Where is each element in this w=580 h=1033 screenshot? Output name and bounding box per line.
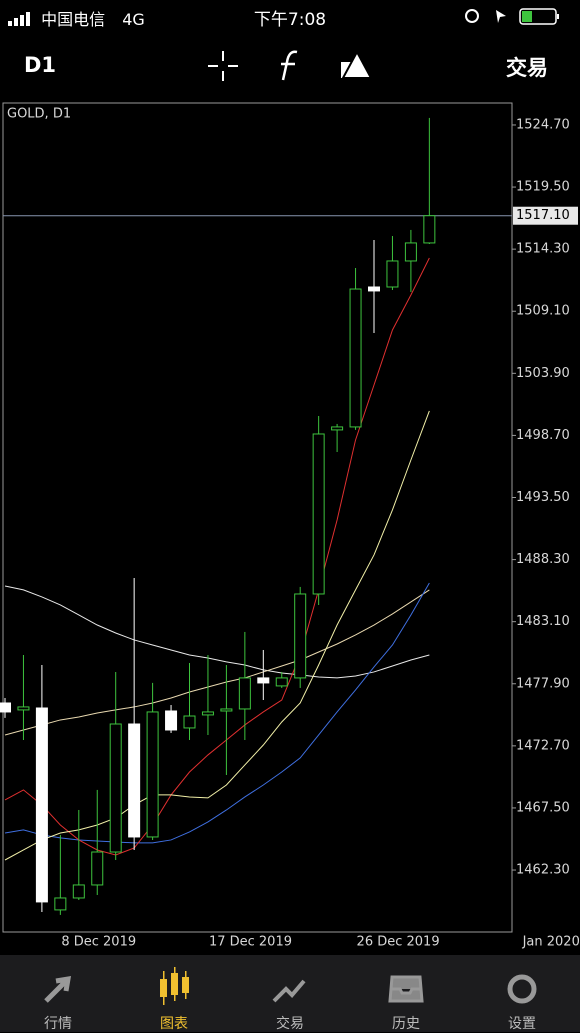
y-tick-label: 1472.70 [516,738,570,753]
network: 4G [122,10,145,29]
x-tick-label: 17 Dec 2019 [209,935,292,950]
candle-body [91,851,104,886]
tab-label: 行情 [44,1016,72,1032]
x-tick-label: Jan 2020 [522,935,580,950]
candle-body [294,593,307,679]
plot-frame [2,102,513,933]
candle-body [275,677,288,687]
timeframe-button[interactable]: D1 [24,53,57,77]
status-icons [465,8,559,25]
candle-body [331,426,344,431]
candle-body [349,288,362,428]
candle-body [109,723,122,853]
candle-body [72,884,85,899]
y-tick-label: 1519.50 [516,180,570,195]
candle-body [183,715,196,729]
candle-body [146,711,159,838]
chart-title: GOLD, D1 [7,107,71,122]
x-tick-label: 8 Dec 2019 [61,935,136,950]
indicator-line [4,410,430,861]
candle-body [220,708,233,712]
y-tick-label: 1524.70 [516,117,570,132]
objects-icon[interactable] [341,49,373,79]
y-tick-label: 1498.70 [516,428,570,443]
tab-icon [44,975,72,1003]
crosshair-icon[interactable] [208,51,238,81]
indicator-line [4,257,430,856]
clock: 下午7:08 [253,10,327,30]
toolbar-icons [208,49,373,81]
tab[interactable]: 图表 [116,955,232,1032]
indicator-line [4,589,430,736]
tab-label: 设置 [508,1016,536,1032]
y-tick-label: 1483.10 [516,614,570,629]
y-tick-label: 1509.10 [516,304,570,319]
indicator-icon[interactable] [281,50,298,81]
tab-icon [160,967,189,1005]
status-bar: 中国电信 4G [8,6,145,30]
tab-icon [507,974,537,1004]
signal-icon [8,12,30,26]
y-tick-label: 1488.30 [516,552,570,567]
tab-icon [388,975,424,1003]
candle-body [423,215,436,244]
y-tick-label: 1462.30 [516,863,570,878]
candle-body [54,897,67,911]
y-tick-label: 1467.50 [516,800,570,815]
candle-body [404,242,417,262]
candle-body [0,702,11,713]
tab[interactable]: 行情 [0,955,116,1032]
candle-body [312,433,325,595]
y-tick-label: 1503.90 [516,366,570,381]
candle-body [238,677,251,710]
tab[interactable]: 历史 [348,955,464,1032]
price-label-box [513,206,578,225]
candle-body [165,710,178,731]
candle-body [386,260,399,288]
price-label: 1517.10 [516,208,570,223]
candle-body [35,707,48,903]
candle-body [368,286,380,292]
y-tick-label: 1477.90 [516,676,570,691]
x-tick-label: 26 Dec 2019 [357,935,440,950]
chart: GOLD, D1 1462.30 1467.50 1472.70 1477.90 148… [0,102,580,950]
tab-label: 图表 [160,1016,188,1032]
candle-body [17,706,30,711]
y-tick-label: 1514.30 [516,242,570,257]
candle-body [201,711,214,716]
tab-label: 历史 [392,1016,420,1032]
y-tick-label: 1493.50 [516,490,570,505]
tab-icon [272,979,306,1003]
indicator-line [4,582,430,844]
candle-body [128,723,141,838]
indicator-line [4,585,430,679]
tab[interactable]: 交易 [232,955,348,1032]
trade-button[interactable]: 交易 [506,56,548,80]
carrier: 中国电信 [41,10,106,29]
candle-body [257,677,270,684]
tab[interactable]: 设置 [464,955,580,1032]
tab-label: 交易 [276,1016,304,1032]
